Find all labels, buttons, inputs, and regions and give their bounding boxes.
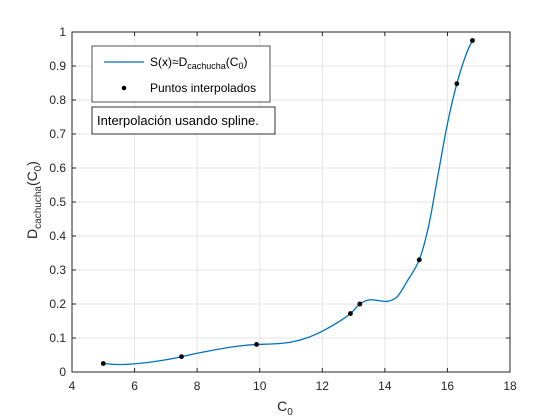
data-point <box>417 257 422 262</box>
x-tick-label: 16 <box>441 379 455 393</box>
y-tick-label: 0.9 <box>49 59 66 73</box>
data-point <box>470 38 475 43</box>
x-tick-label: 12 <box>316 379 330 393</box>
annotation: Interpolación usando spline. <box>92 107 275 134</box>
x-tick-label: 8 <box>194 379 201 393</box>
y-tick-label: 0.7 <box>49 127 66 141</box>
x-axis-label: C0 <box>277 398 293 418</box>
x-tick-label: 18 <box>503 379 517 393</box>
y-tick-label: 0.2 <box>49 297 66 311</box>
data-point <box>179 354 184 359</box>
data-point <box>101 361 106 366</box>
x-tick-label: 10 <box>253 379 267 393</box>
y-tick-label: 0.8 <box>49 93 66 107</box>
y-tick-label: 1 <box>59 25 66 39</box>
y-tick-label: 0.5 <box>49 195 66 209</box>
x-tick-label: 6 <box>131 379 138 393</box>
y-tick-label: 0.6 <box>49 161 66 175</box>
legend-entry-points: Puntos interpolados <box>150 81 256 95</box>
y-tick-label: 0.1 <box>49 331 66 345</box>
annotation-text: Interpolación usando spline. <box>97 113 259 128</box>
y-tick-label: 0.3 <box>49 263 66 277</box>
legend: S(x)≈Dcachucha(C0) Puntos interpolados <box>92 46 270 102</box>
data-point <box>357 302 362 307</box>
y-axis-label: Dcachucha(C0) <box>24 161 44 239</box>
x-tick-label: 4 <box>69 379 76 393</box>
data-point <box>454 81 459 86</box>
data-point <box>348 311 353 316</box>
y-tick-label: 0 <box>59 365 66 379</box>
x-tick-label: 14 <box>378 379 392 393</box>
legend-marker-swatch <box>122 86 127 91</box>
data-point <box>254 342 259 347</box>
y-tick-label: 0.4 <box>49 229 66 243</box>
